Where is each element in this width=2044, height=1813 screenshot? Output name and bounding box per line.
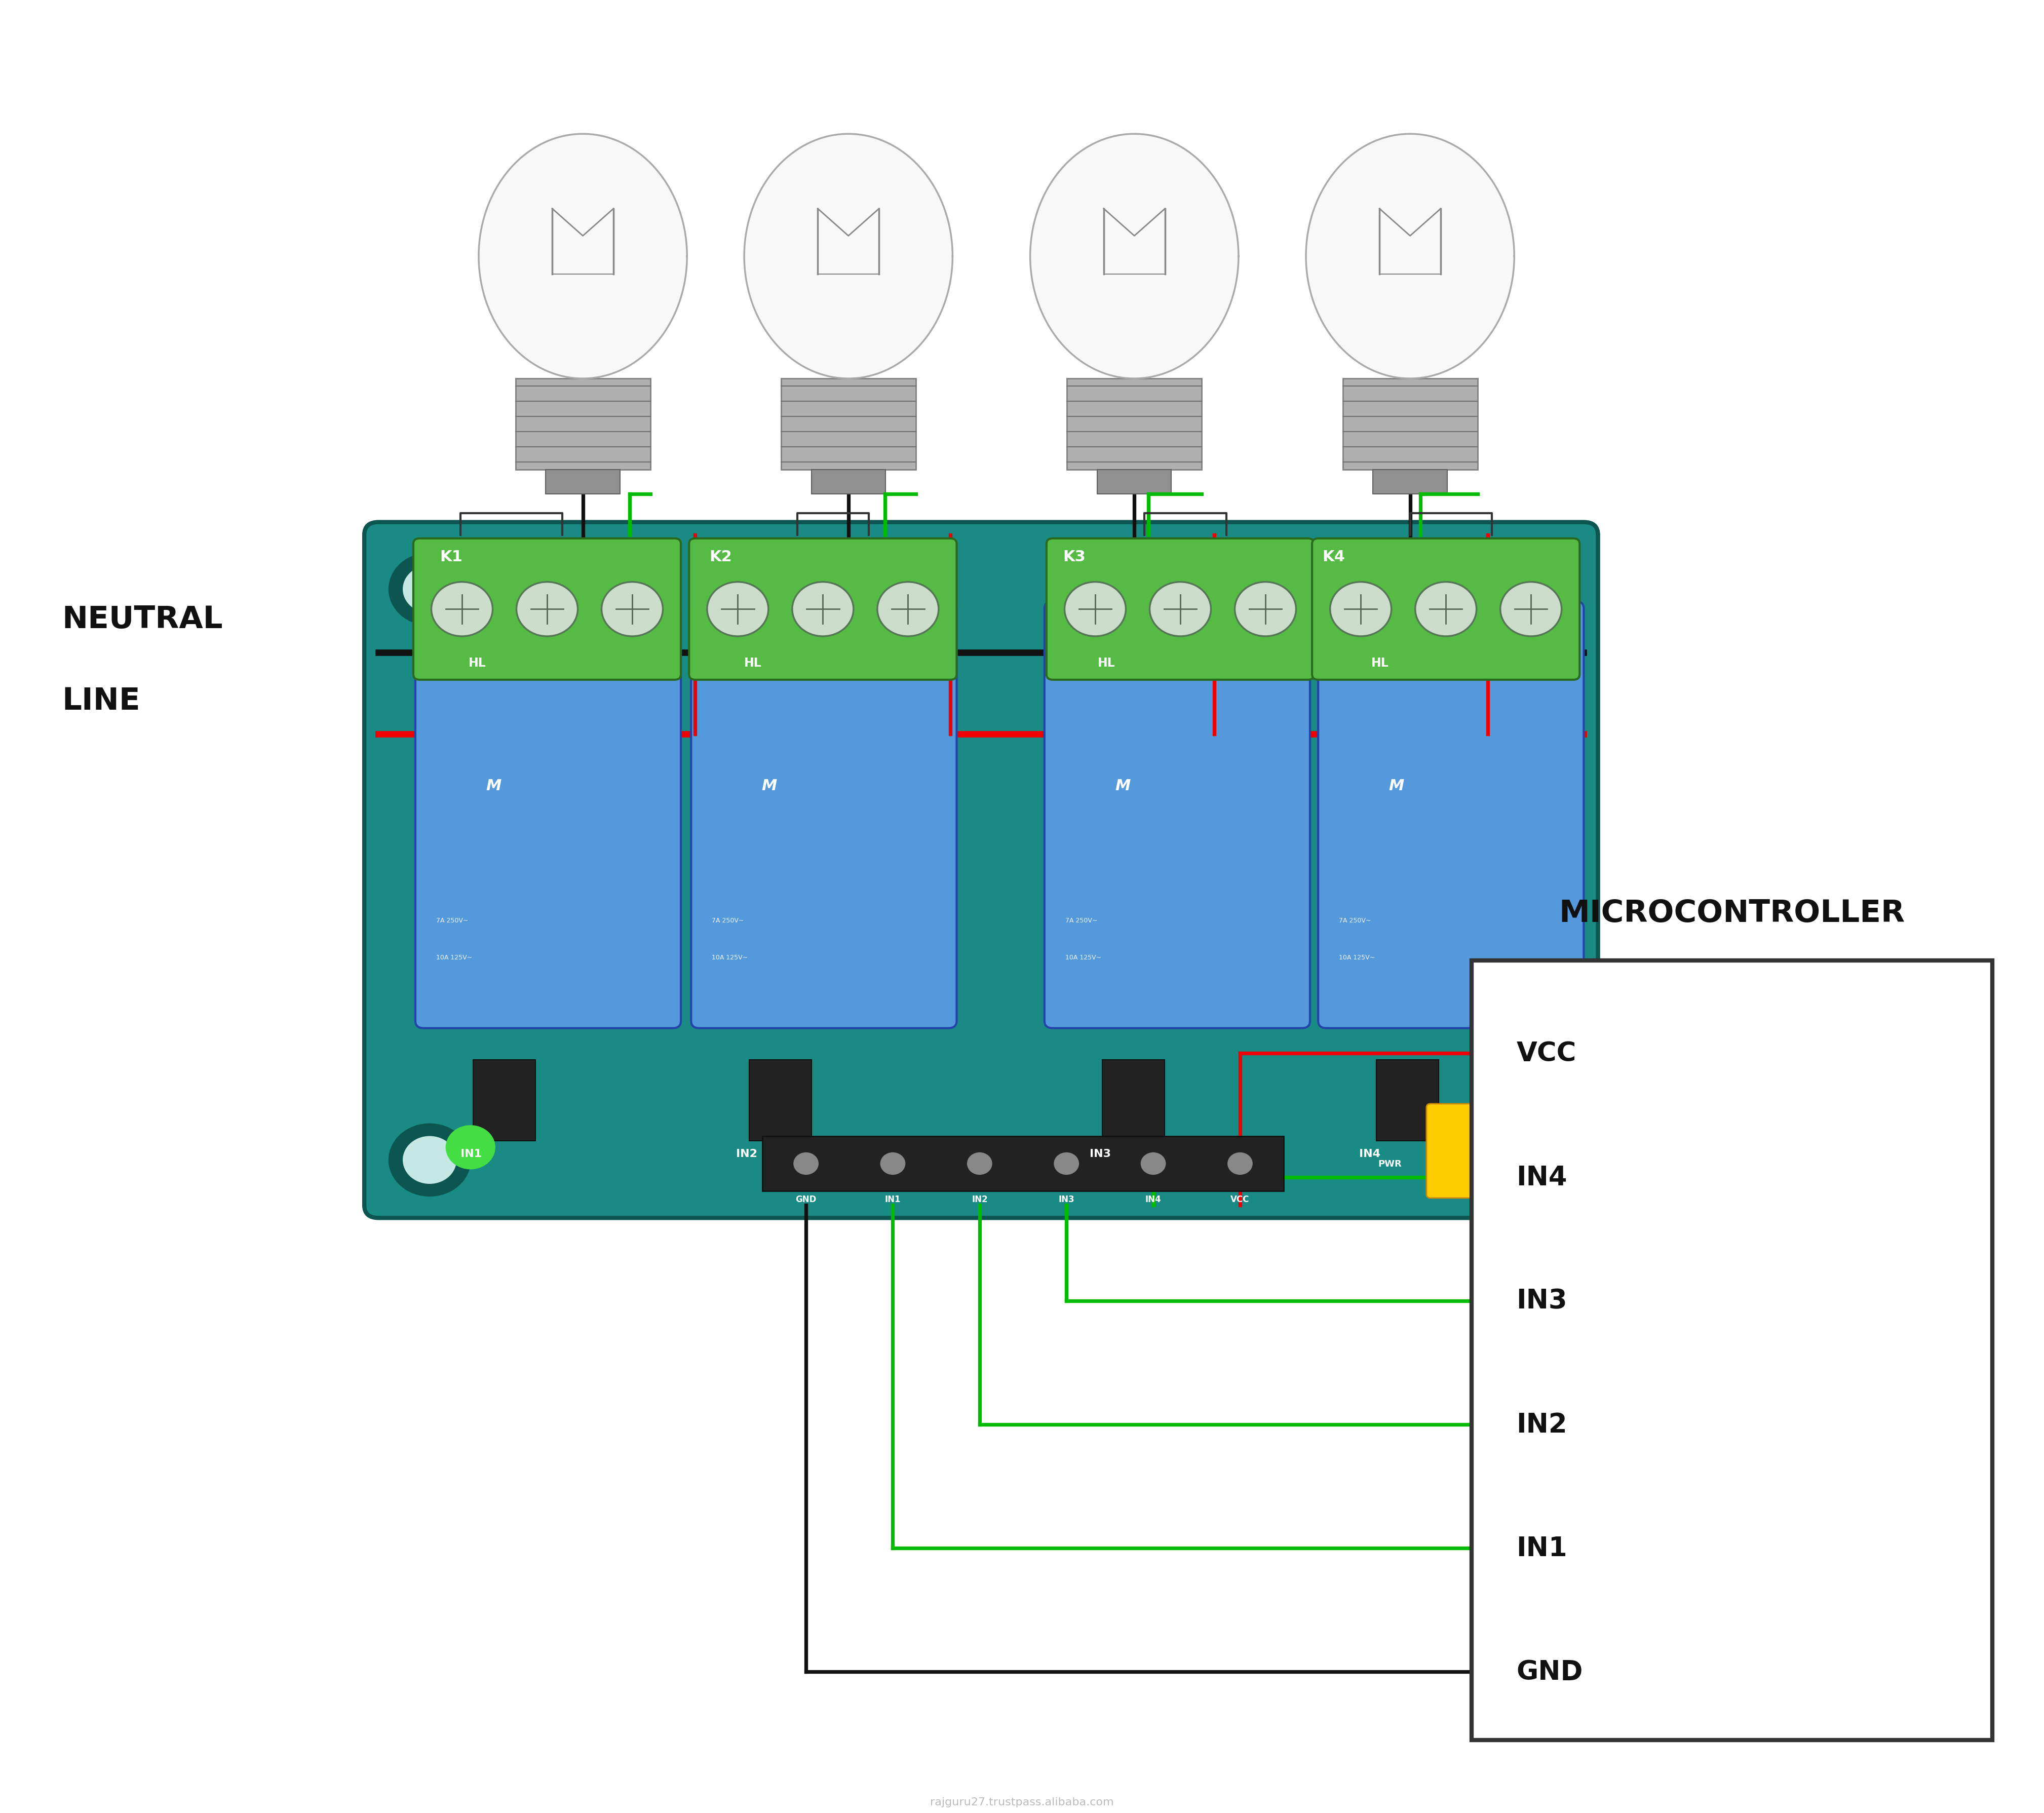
Bar bbox=[546, 470, 619, 495]
Text: 10A 125V~: 10A 125V~ bbox=[1339, 954, 1376, 961]
Circle shape bbox=[388, 553, 470, 625]
Text: NEUTRAL: NEUTRAL bbox=[61, 606, 223, 635]
Text: HL: HL bbox=[468, 656, 486, 669]
Bar bbox=[1102, 1061, 1165, 1140]
Bar bbox=[1098, 470, 1171, 495]
Polygon shape bbox=[744, 134, 953, 379]
Circle shape bbox=[403, 566, 456, 613]
Circle shape bbox=[1492, 1124, 1574, 1197]
Text: IN4: IN4 bbox=[1359, 1148, 1380, 1159]
Polygon shape bbox=[478, 134, 687, 379]
Text: 7A 250V~: 7A 250V~ bbox=[435, 917, 468, 923]
Bar bbox=[748, 1061, 811, 1140]
Bar bbox=[762, 1137, 1284, 1191]
Text: M: M bbox=[1388, 778, 1404, 794]
Text: IN3: IN3 bbox=[1517, 1287, 1568, 1314]
Polygon shape bbox=[1306, 134, 1515, 379]
Text: M: M bbox=[486, 778, 501, 794]
Circle shape bbox=[1055, 1153, 1079, 1175]
Text: IN1: IN1 bbox=[460, 1148, 482, 1159]
Text: IN2: IN2 bbox=[971, 1195, 987, 1204]
Text: IN2: IN2 bbox=[736, 1148, 758, 1159]
Circle shape bbox=[517, 582, 578, 636]
Text: 10A 125V~: 10A 125V~ bbox=[711, 954, 748, 961]
Bar bbox=[1472, 961, 1993, 1740]
Text: GND: GND bbox=[1517, 1659, 1582, 1684]
FancyBboxPatch shape bbox=[415, 602, 681, 1028]
Circle shape bbox=[1506, 566, 1560, 613]
Bar bbox=[474, 1061, 536, 1140]
FancyBboxPatch shape bbox=[1044, 602, 1310, 1028]
Text: rajguru27.trustpass.alibaba.com: rajguru27.trustpass.alibaba.com bbox=[930, 1797, 1114, 1808]
FancyBboxPatch shape bbox=[689, 538, 957, 680]
Text: 7A 250V~: 7A 250V~ bbox=[1065, 917, 1098, 923]
Text: VCC: VCC bbox=[1517, 1041, 1576, 1066]
Text: HL: HL bbox=[1098, 656, 1116, 669]
Circle shape bbox=[388, 1124, 470, 1197]
Text: VCC: VCC bbox=[1230, 1195, 1249, 1204]
Circle shape bbox=[1235, 582, 1296, 636]
Bar bbox=[781, 379, 916, 470]
Bar bbox=[1374, 470, 1447, 495]
Bar bbox=[1067, 379, 1202, 470]
FancyBboxPatch shape bbox=[1312, 538, 1580, 680]
Text: IN3: IN3 bbox=[1089, 1148, 1110, 1159]
Text: M: M bbox=[762, 778, 777, 794]
Text: K1: K1 bbox=[439, 549, 462, 564]
FancyBboxPatch shape bbox=[1318, 602, 1584, 1028]
Circle shape bbox=[793, 1153, 818, 1175]
Text: HL: HL bbox=[744, 656, 762, 669]
Circle shape bbox=[1500, 582, 1562, 636]
Text: IN2: IN2 bbox=[1517, 1411, 1568, 1438]
Text: MICROCONTROLLER: MICROCONTROLLER bbox=[1560, 899, 1905, 928]
Text: IN1: IN1 bbox=[1517, 1536, 1568, 1561]
Text: LINE: LINE bbox=[61, 687, 141, 716]
Text: IN4: IN4 bbox=[1145, 1195, 1161, 1204]
Text: IN3: IN3 bbox=[1059, 1195, 1075, 1204]
Text: PWR: PWR bbox=[1378, 1159, 1402, 1168]
Circle shape bbox=[707, 582, 769, 636]
Circle shape bbox=[967, 1153, 991, 1175]
Circle shape bbox=[1492, 553, 1574, 625]
FancyBboxPatch shape bbox=[1047, 538, 1314, 680]
Circle shape bbox=[1331, 582, 1392, 636]
Text: IN4: IN4 bbox=[1517, 1164, 1568, 1191]
Circle shape bbox=[1506, 1137, 1560, 1184]
Polygon shape bbox=[1030, 134, 1239, 379]
Circle shape bbox=[1414, 582, 1476, 636]
Text: K3: K3 bbox=[1063, 549, 1085, 564]
Text: K2: K2 bbox=[709, 549, 732, 564]
FancyBboxPatch shape bbox=[364, 522, 1598, 1218]
Circle shape bbox=[1141, 1153, 1165, 1175]
Circle shape bbox=[877, 582, 938, 636]
Circle shape bbox=[1149, 582, 1210, 636]
Bar bbox=[1343, 379, 1478, 470]
Text: HL: HL bbox=[1372, 656, 1388, 669]
Text: IN1: IN1 bbox=[885, 1195, 901, 1204]
Circle shape bbox=[431, 582, 493, 636]
Circle shape bbox=[601, 582, 662, 636]
Circle shape bbox=[1228, 1153, 1253, 1175]
Text: 10A 125V~: 10A 125V~ bbox=[1065, 954, 1102, 961]
Bar bbox=[1376, 1061, 1439, 1140]
FancyBboxPatch shape bbox=[1427, 1104, 1547, 1198]
Text: 10A 125V~: 10A 125V~ bbox=[435, 954, 472, 961]
Circle shape bbox=[881, 1153, 905, 1175]
Text: 7A 250V~: 7A 250V~ bbox=[1339, 917, 1372, 923]
FancyBboxPatch shape bbox=[691, 602, 957, 1028]
FancyBboxPatch shape bbox=[413, 538, 681, 680]
Text: K4: K4 bbox=[1322, 549, 1345, 564]
Text: 7A 250V~: 7A 250V~ bbox=[711, 917, 744, 923]
Circle shape bbox=[1065, 582, 1126, 636]
Circle shape bbox=[446, 1126, 495, 1169]
Bar bbox=[811, 470, 885, 495]
Bar bbox=[515, 379, 650, 470]
Circle shape bbox=[793, 582, 854, 636]
Circle shape bbox=[403, 1137, 456, 1184]
Text: GND: GND bbox=[795, 1195, 816, 1204]
Text: M: M bbox=[1114, 778, 1130, 794]
